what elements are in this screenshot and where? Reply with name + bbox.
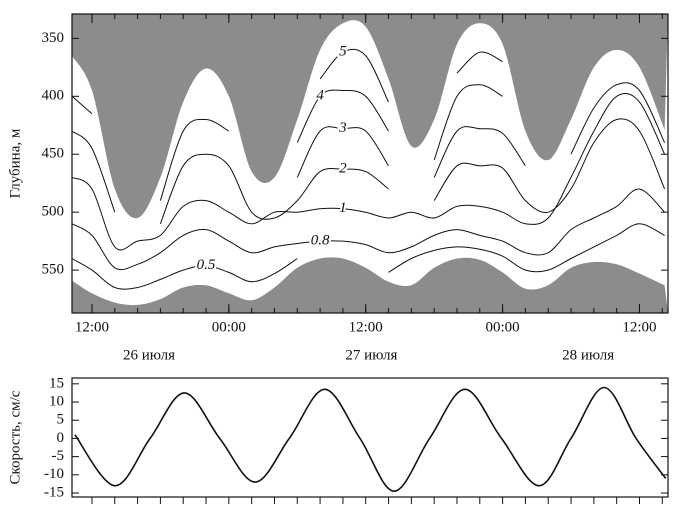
y-tick-label: 0 <box>57 430 65 446</box>
contour-line <box>319 48 503 103</box>
velocity-line <box>74 386 667 493</box>
y-tick-label: 350 <box>42 30 65 46</box>
contour-line <box>71 82 666 201</box>
contour-label: 0.8 <box>311 233 330 249</box>
plot-frame <box>71 13 669 314</box>
contour-label: 0.5 <box>197 257 216 273</box>
date-label: 28 июля <box>562 347 614 363</box>
y-tick-label: 15 <box>49 375 64 391</box>
contour-label: 1 <box>339 200 347 216</box>
contour-label: 4 <box>316 88 324 104</box>
y-tick-label: 450 <box>42 146 65 162</box>
x-tick-label: 00:00 <box>212 319 246 335</box>
contour-line <box>71 118 666 224</box>
y-tick-label: 400 <box>42 88 65 104</box>
contour-line <box>296 84 503 161</box>
y-tick-label: 10 <box>49 393 64 409</box>
x-tick-label: 12:00 <box>75 319 109 335</box>
x-tick-label: 00:00 <box>486 319 520 335</box>
y-tick-label: 500 <box>42 204 65 220</box>
y-tick-label: -10 <box>44 466 64 482</box>
plot-frame <box>71 377 669 498</box>
contour-label: 2 <box>339 161 347 177</box>
contour-label: 5 <box>339 44 347 60</box>
y-tick-label: -5 <box>52 448 65 464</box>
y-axis-title: Глубина, м <box>7 128 23 198</box>
y-axis-title: Скорость, см/с <box>7 390 23 484</box>
lower-mask <box>72 257 668 313</box>
contour-label: 3 <box>338 120 347 136</box>
contour-line <box>71 223 665 290</box>
y-tick-label: 5 <box>57 412 65 428</box>
date-label: 26 июля <box>123 347 175 363</box>
contour-line <box>71 92 666 251</box>
date-label: 27 июля <box>345 347 397 363</box>
x-tick-label: 12:00 <box>622 319 656 335</box>
y-tick-label: -15 <box>44 484 64 500</box>
contour-line <box>71 188 665 271</box>
x-tick-label: 12:00 <box>349 319 383 335</box>
upper-mask <box>72 14 668 219</box>
y-tick-label: 550 <box>42 262 65 278</box>
